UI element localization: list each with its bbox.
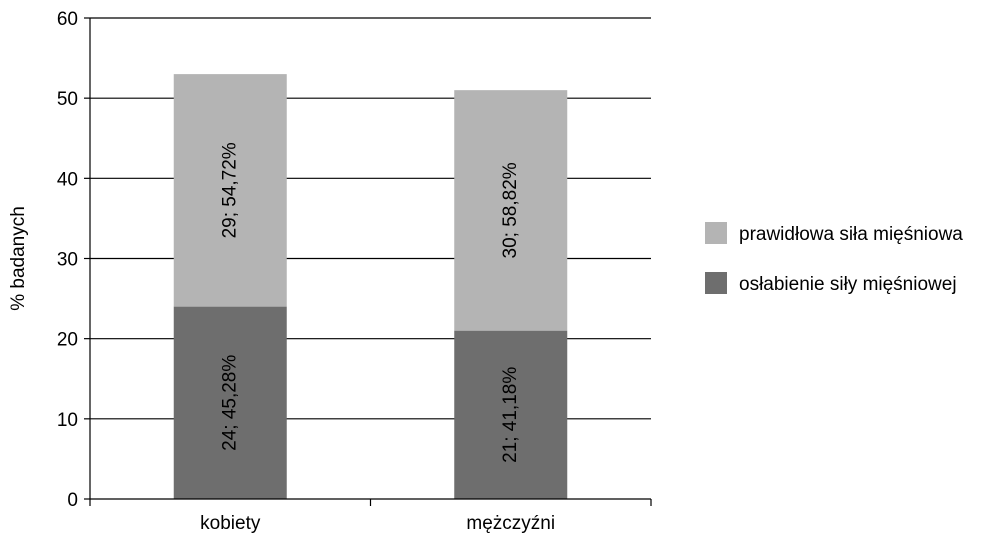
y-tick-label: 0	[67, 490, 78, 511]
bar-data-label: 21; 41,18%	[500, 367, 521, 463]
bar-data-label: 24; 45,28%	[220, 355, 241, 451]
y-tick-label: 40	[57, 169, 78, 190]
y-tick-label: 20	[57, 330, 78, 351]
bar-data-label: 30; 58,82%	[500, 162, 521, 258]
legend-label: prawidłowa siła mięśniowa	[739, 224, 963, 245]
bar-segment	[454, 90, 568, 331]
legend-swatch	[705, 222, 727, 244]
x-tick-label: kobiety	[200, 513, 261, 534]
y-tick-label: 50	[57, 89, 78, 110]
legend-label: osłabienie siły mięśniowej	[739, 274, 957, 295]
y-tick-label: 10	[57, 410, 78, 431]
bar-segment	[173, 74, 287, 307]
legend-swatch	[705, 272, 727, 294]
y-tick-label: 60	[57, 9, 78, 30]
bar-data-label: 29; 54,72%	[220, 142, 241, 238]
x-tick-label: mężczyźni	[466, 513, 555, 534]
legend: prawidłowa siła mięśniowa osłabienie siły…	[705, 222, 963, 295]
y-tick-label: 30	[57, 250, 78, 271]
axes: 0 10 20 30 40 50 60 % badanych kobiety mężczyźni	[8, 9, 652, 534]
bar-segment	[173, 306, 287, 499]
bar-segment	[454, 330, 568, 499]
bars: 24; 45,28% 29; 54,72% 21; 41,18% 30; 58,82%	[173, 74, 568, 499]
y-axis-label: % badanych	[8, 206, 29, 311]
